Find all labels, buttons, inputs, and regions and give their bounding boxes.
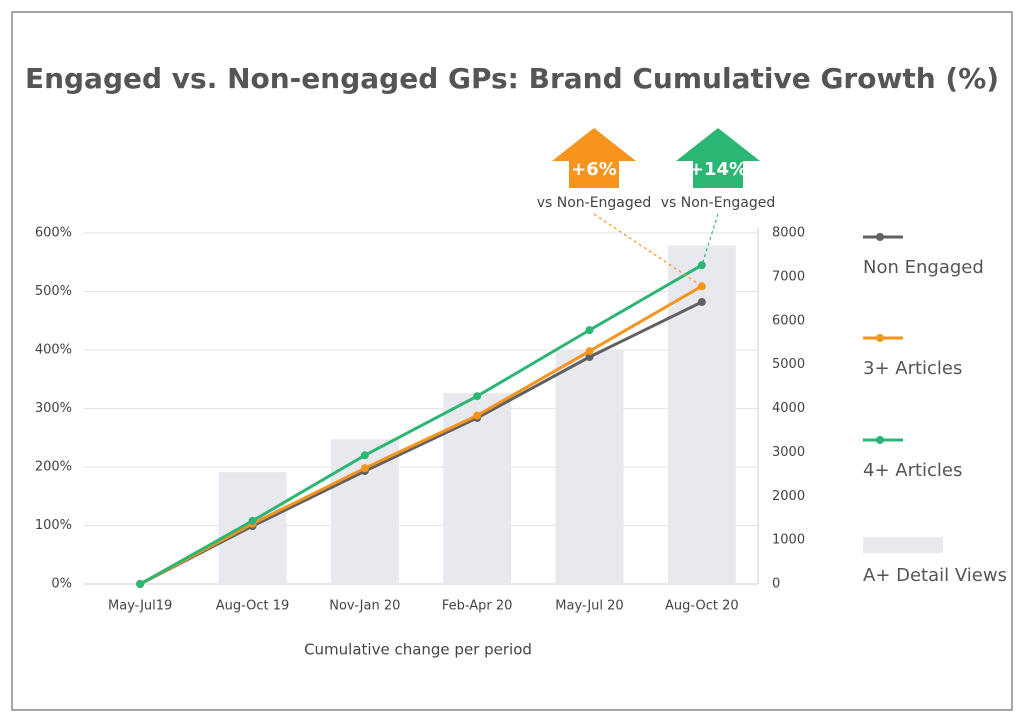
line — [139, 300, 703, 586]
point — [473, 392, 482, 401]
point — [360, 464, 369, 473]
point — [136, 580, 145, 588]
annotation-arrow — [676, 128, 760, 188]
legend-label: 4+ Articles — [863, 460, 962, 481]
point — [360, 451, 369, 460]
bar — [667, 245, 736, 584]
y-tick-label: 600% — [35, 226, 72, 241]
legend-label: 3+ Articles — [863, 358, 962, 379]
legend-marker — [876, 233, 884, 241]
y2-tick-label: 3000 — [772, 445, 805, 460]
legend-label: Non Engaged — [863, 257, 984, 278]
y2-tick-label: 8000 — [772, 226, 805, 241]
x-tick-label: Aug-Oct 19 — [216, 599, 290, 614]
x-tick-label: Feb-Apr 20 — [442, 599, 513, 614]
frame — [11, 11, 1013, 711]
annotation-subtext: vs Non-Engaged — [661, 195, 776, 211]
x-tick-label: May-Jul19 — [108, 599, 172, 614]
x-tick-label: Nov-Jan 20 — [329, 599, 400, 614]
annotation-leader — [701, 213, 719, 266]
line — [139, 263, 703, 586]
point — [585, 347, 594, 356]
y2-tick-label: 4000 — [772, 401, 805, 416]
y-tick-label: 500% — [35, 284, 72, 299]
point — [248, 516, 257, 525]
y2-tick-label: 7000 — [772, 269, 805, 284]
legend-marker — [876, 436, 884, 444]
x-axis-label: Cumulative change per period — [304, 641, 532, 659]
y-tick-label: 0% — [51, 577, 72, 592]
y2-tick-label: 1000 — [772, 533, 805, 548]
annotation-text: +14% — [689, 159, 747, 180]
point — [585, 326, 594, 335]
point — [697, 298, 706, 307]
y2-tick-label: 2000 — [772, 489, 805, 504]
point — [473, 411, 482, 420]
legend-swatch — [863, 537, 943, 553]
annotation-arrow — [552, 128, 636, 188]
line — [139, 284, 703, 586]
y-tick-label: 100% — [35, 518, 72, 533]
bar — [555, 349, 624, 584]
y2-tick-label: 6000 — [772, 313, 805, 328]
annotation-leader — [593, 213, 703, 287]
y-tick-label: 200% — [35, 460, 72, 475]
legend-marker — [876, 334, 884, 342]
y2-tick-label: 5000 — [772, 357, 805, 372]
annotation-text: +6% — [571, 159, 617, 180]
bar — [330, 439, 399, 584]
y2-tick-label: 0 — [772, 577, 780, 592]
annotation-subtext: vs Non-Engaged — [537, 195, 652, 211]
point — [585, 353, 594, 362]
legend-label: A+ Detail Views — [863, 565, 1007, 586]
point — [697, 261, 706, 270]
chart-title: Engaged vs. Non-engaged GPs: Brand Cumul… — [25, 62, 999, 95]
x-tick-label: Aug-Oct 20 — [665, 599, 739, 614]
y-tick-label: 400% — [35, 343, 72, 358]
x-tick-label: May-Jul 20 — [555, 599, 623, 614]
y-tick-label: 300% — [35, 401, 72, 416]
